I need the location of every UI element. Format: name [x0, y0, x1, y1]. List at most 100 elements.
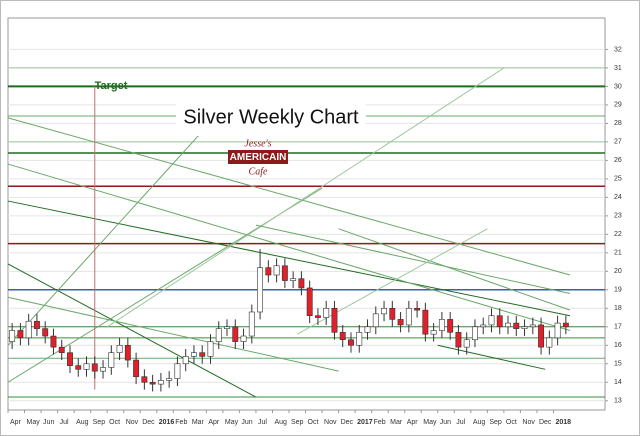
x-tick-label: Sep	[489, 419, 502, 426]
candle-body	[100, 367, 106, 372]
candle-body	[356, 332, 363, 346]
trend-line	[106, 67, 505, 328]
y-tick-label: 21	[614, 250, 622, 257]
trend-line	[255, 224, 571, 294]
candle-body	[290, 278, 297, 281]
candle-body	[133, 359, 140, 378]
x-tick-label: May	[423, 419, 437, 426]
candle-body	[364, 326, 371, 333]
y-tick-label: 27	[614, 139, 622, 146]
x-tick-label: Oct	[506, 419, 517, 426]
candle-body	[331, 308, 338, 333]
y-tick-label: 19	[614, 287, 622, 294]
logo-top: Jesse's	[244, 138, 271, 149]
title-bg	[176, 100, 366, 136]
candle-body	[273, 265, 280, 276]
y-tick-label: 22	[614, 231, 622, 238]
candle-body	[116, 344, 123, 353]
candle-body	[108, 352, 115, 368]
x-tick-label: Dec	[142, 419, 155, 426]
candle-body	[513, 322, 520, 329]
candle-body	[348, 339, 354, 346]
trend-line	[7, 263, 257, 398]
x-tick-label: Nov	[126, 419, 139, 426]
logo-band	[228, 150, 288, 164]
candle-body	[9, 330, 16, 342]
x-tick-label: Nov	[324, 419, 337, 426]
candle-body	[75, 365, 82, 370]
candle-body	[149, 381, 156, 385]
y-tick-label: 18	[614, 305, 622, 312]
candle-body	[455, 332, 462, 348]
candle-body	[240, 335, 247, 342]
candle-body	[438, 319, 445, 331]
candle-body	[33, 320, 40, 329]
x-tick-label: Aug	[274, 419, 287, 426]
x-tick-label: Dec	[341, 419, 354, 426]
logo: Jesse's AMERICAIN Cafe	[228, 138, 288, 177]
x-tick-label: Apr	[407, 419, 419, 426]
trend-line	[437, 344, 546, 370]
y-tick-label: 15	[614, 361, 622, 368]
candle-body	[306, 287, 313, 316]
x-tick-label: Aug	[76, 419, 89, 426]
x-tick-label: Aug	[473, 419, 486, 426]
candle-body	[397, 319, 404, 326]
candle-body	[67, 352, 73, 366]
trend-line	[7, 117, 215, 346]
x-tick-label: May	[27, 419, 41, 426]
trend-line	[7, 200, 571, 317]
x-tick-label: Feb	[374, 419, 386, 426]
candle-body	[562, 322, 569, 328]
x-tick-label: Jul	[60, 419, 69, 426]
candle-body	[166, 378, 173, 381]
candle-body	[157, 380, 164, 385]
y-tick-label: 29	[614, 102, 622, 109]
x-tick-label: Jul	[456, 419, 465, 426]
y-tick-label: 13	[614, 398, 622, 405]
x-tick-label: 2018	[555, 419, 571, 426]
x-tick-label: Sep	[93, 419, 106, 426]
x-tick-label: Jul	[258, 419, 267, 426]
y-tick-label: 31	[614, 65, 622, 72]
candle-body	[207, 341, 214, 357]
candle-body	[389, 308, 396, 320]
candle-body	[339, 332, 346, 341]
candle-body	[496, 315, 503, 328]
candle-body	[191, 352, 197, 357]
x-tick-label: Apr	[10, 419, 22, 426]
candle-body	[50, 335, 57, 348]
candle-body	[529, 324, 536, 328]
x-tick-label: Nov	[522, 419, 535, 426]
candle-body	[463, 339, 470, 348]
y-tick-label: 24	[614, 194, 622, 201]
y-tick-label: 20	[614, 268, 622, 275]
x-tick-label: Dec	[539, 419, 552, 426]
candle-body	[480, 324, 487, 328]
y-tick-label: 23	[614, 213, 622, 220]
trend-line	[338, 228, 571, 311]
candle-body	[422, 309, 429, 335]
logo-middle: AMERICAIN	[230, 152, 287, 163]
candle-body	[91, 363, 98, 372]
trend-line	[7, 296, 339, 372]
y-tick-label: 28	[614, 120, 622, 127]
x-tick-label: Mar	[390, 419, 403, 426]
x-tick-label: 2016	[159, 419, 175, 426]
candle-body	[215, 328, 222, 342]
candle-body	[141, 376, 148, 383]
candle-body	[182, 356, 189, 365]
y-tick-label: 30	[614, 83, 622, 90]
candle-body	[281, 265, 288, 281]
candle-body	[323, 308, 330, 318]
y-tick-label: 32	[614, 46, 622, 53]
y-tick-label: 25	[614, 176, 622, 183]
candle-body	[414, 308, 421, 311]
candle-body	[298, 278, 305, 289]
x-tick-label: Feb	[175, 419, 187, 426]
candle-body	[58, 346, 65, 353]
candle-body	[314, 315, 321, 318]
candle-body	[488, 315, 495, 326]
candle-body	[381, 308, 387, 315]
